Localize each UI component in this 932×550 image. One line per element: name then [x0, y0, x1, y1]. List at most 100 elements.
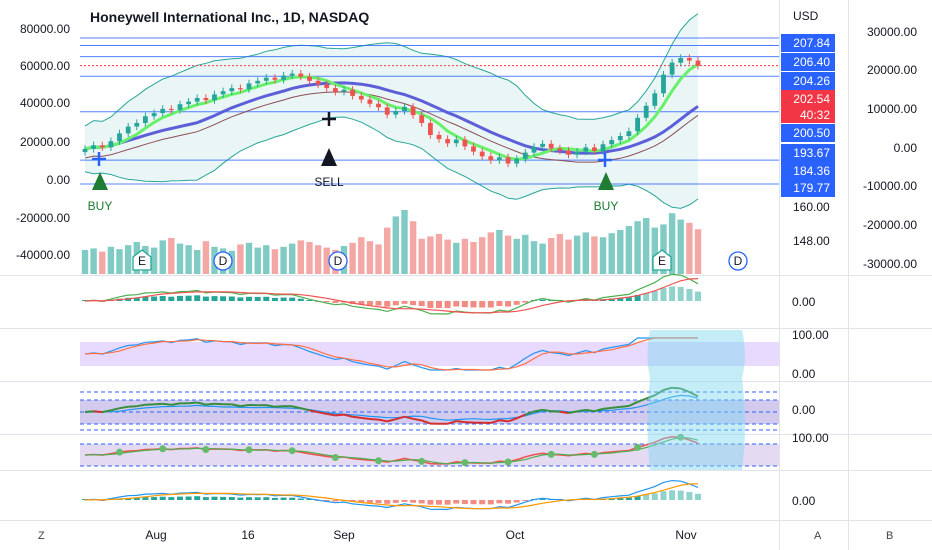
macd-hist-36 — [392, 301, 399, 306]
volume-bars — [81, 210, 702, 274]
currency-label: USD — [793, 9, 819, 23]
stoch2-dot-14 — [202, 446, 210, 453]
candle-41 — [436, 131, 442, 143]
macd-hist-50 — [513, 301, 520, 305]
rsi-seg-5 — [119, 405, 129, 410]
price-tag-3: 202.54 — [793, 92, 830, 106]
candle-body — [410, 106, 416, 116]
rsi-seg-45 — [464, 421, 474, 424]
macd2-hist-66 — [651, 493, 658, 500]
candle-51 — [522, 149, 528, 163]
candle-70 — [687, 54, 692, 65]
rsi-seg-54 — [542, 408, 552, 413]
candle-50 — [514, 155, 520, 168]
volume-bar-45 — [470, 242, 477, 274]
candle-6 — [134, 119, 140, 131]
candle-26 — [307, 73, 312, 85]
volume-bar-38 — [409, 221, 417, 274]
volume-bar-4 — [116, 249, 123, 274]
candle-71 — [695, 56, 701, 70]
outer-axis-label-3: 0.00 — [894, 141, 918, 155]
candle-37 — [402, 103, 407, 115]
macd2-hist-9 — [159, 496, 166, 500]
left-axis-label-0: 80000.00 — [20, 22, 70, 36]
price-tag-7: 184.36 — [793, 164, 830, 178]
macd-hist-21 — [263, 296, 270, 301]
candle-3 — [108, 137, 114, 151]
candle-body — [324, 84, 330, 89]
candle-body — [669, 62, 675, 75]
candle-body — [583, 147, 589, 152]
price-tag-8: 179.77 — [793, 181, 830, 195]
macd-hist-66 — [651, 291, 658, 301]
candle-body — [626, 131, 632, 136]
rsi-seg-25 — [291, 405, 302, 410]
left-axis-label-4: 0.00 — [47, 173, 71, 187]
macd2-hist-45 — [470, 500, 477, 505]
price-tag-bg-7 — [781, 162, 835, 180]
volume-bar-48 — [496, 230, 503, 274]
macd2-hist-32 — [358, 500, 365, 503]
macd2-hist-68 — [669, 490, 676, 500]
candle-body — [393, 111, 399, 115]
volume-bar-26 — [306, 242, 313, 274]
candle-67 — [661, 71, 666, 97]
macd2-hist-8 — [151, 497, 158, 500]
volume-bar-33 — [366, 241, 374, 274]
stoch2-dot-4 — [116, 448, 123, 456]
rsi-seg-40 — [421, 419, 431, 425]
signal-label-0: BUY — [88, 199, 113, 213]
macd2-hist-62 — [617, 498, 624, 500]
x-axis-label-1: 16 — [241, 528, 255, 542]
candle-10 — [168, 105, 174, 114]
candle-46 — [479, 147, 485, 160]
log-scale-button[interactable]: B — [886, 530, 893, 542]
volume-bar-63 — [625, 226, 633, 274]
macd-hist-17 — [228, 296, 235, 301]
volume-bar-40 — [427, 236, 434, 274]
volume-bar-67 — [660, 224, 667, 274]
rsi-seg-28 — [317, 411, 327, 415]
candle-body — [488, 156, 494, 161]
candle-body — [272, 77, 278, 80]
macd-hist-25 — [297, 298, 304, 301]
macd2-signal — [84, 483, 699, 510]
macd2-hist-47 — [487, 500, 494, 505]
rsi-seg-69 — [672, 386, 681, 390]
candle-body — [315, 80, 321, 85]
candle-28 — [324, 80, 330, 92]
candle-body — [117, 133, 122, 142]
volume-bar-2 — [99, 251, 106, 274]
volume-bar-51 — [522, 234, 529, 274]
macd2-hist-39 — [418, 500, 425, 504]
rsi-seg-3 — [102, 409, 112, 414]
candle-44 — [462, 136, 468, 150]
macd2-hist-29 — [332, 500, 339, 502]
rsi-seg-27 — [309, 409, 319, 414]
candle-body — [255, 80, 261, 84]
macd2-hist-44 — [461, 500, 468, 505]
auto-scale-button[interactable]: A — [814, 530, 822, 542]
candle-30 — [341, 86, 347, 96]
rsi-seg-36 — [386, 418, 397, 423]
candle-body — [108, 141, 114, 148]
volume-bar-71 — [694, 229, 702, 274]
candle-body — [186, 101, 191, 105]
macd-hist-19 — [246, 296, 252, 301]
candle-32 — [358, 92, 364, 104]
zoom-button[interactable]: Z — [38, 530, 45, 542]
macd-hist-68 — [669, 286, 676, 301]
macd2-hist-50 — [513, 500, 520, 503]
macd-hist-31 — [349, 301, 356, 304]
candle-11 — [177, 100, 183, 114]
volume-bar-54 — [548, 238, 555, 274]
stoch2-dot-9 — [159, 445, 167, 453]
rsi-seg-59 — [585, 408, 595, 413]
volume-bar-42 — [444, 239, 451, 274]
candle-body — [298, 73, 304, 77]
rsi-seg-70 — [680, 387, 690, 393]
macd-hist-18 — [237, 297, 244, 301]
stoch2-dot-69 — [677, 433, 685, 441]
